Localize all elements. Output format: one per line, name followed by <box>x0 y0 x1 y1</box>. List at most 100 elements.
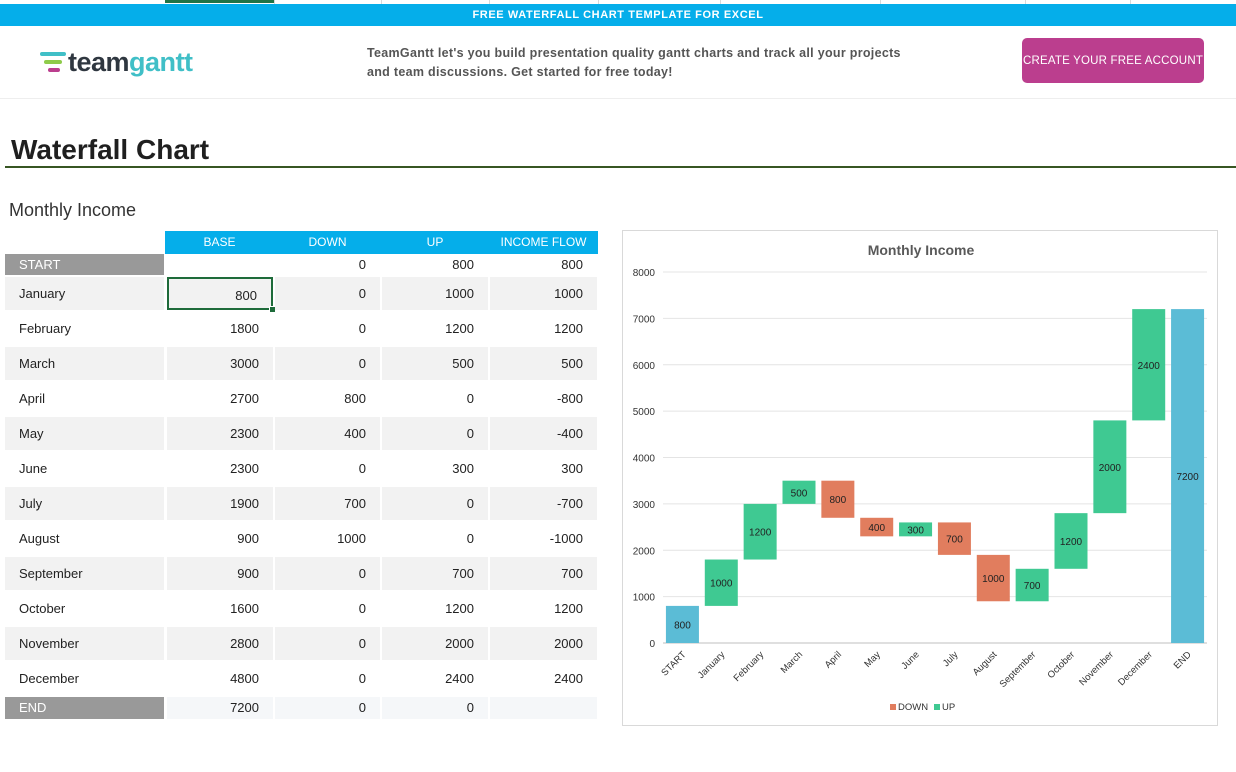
row-label[interactable]: March <box>5 347 164 380</box>
cell-income-flow[interactable]: 1200 <box>554 601 583 616</box>
cell-down[interactable]: 0 <box>275 697 380 719</box>
promo-line-2: and team discussions. Get started for fr… <box>367 65 673 79</box>
logo-bars-icon <box>40 50 66 74</box>
cell-down[interactable]: 400 <box>275 417 380 450</box>
cell-income-flow[interactable]: 300 <box>561 461 583 476</box>
cell-income-flow[interactable]: -700 <box>490 487 597 520</box>
cell-down[interactable]: 800 <box>344 391 366 406</box>
row-label[interactable]: February <box>19 321 72 336</box>
cell-income-flow[interactable]: -1000 <box>549 531 583 546</box>
x-tick-label: END <box>1172 649 1194 671</box>
cell-base[interactable]: 2300 <box>230 461 259 476</box>
cell-up[interactable]: 0 <box>466 391 474 406</box>
column-header-income-flow[interactable]: INCOME FLOW <box>489 231 598 254</box>
cell-down[interactable]: 1000 <box>337 531 366 546</box>
cell-base[interactable]: 1600 <box>230 601 259 616</box>
row-label[interactable]: END <box>5 697 164 719</box>
teamgantt-logo[interactable]: teamgantt <box>40 47 193 77</box>
cell-up[interactable]: 300 <box>452 461 474 476</box>
legend-swatch-down <box>890 704 896 710</box>
row-label[interactable]: July <box>5 487 164 520</box>
cell-down[interactable]: 0 <box>358 257 366 272</box>
cell-down[interactable]: 0 <box>275 627 380 660</box>
chart-canvas: Monthly Income 0 1000 2000 3000 4000 5000 6000 7… <box>633 242 1207 713</box>
x-tick-label: August <box>971 649 1000 678</box>
row-label[interactable]: May <box>5 417 164 450</box>
cell-up[interactable]: 700 <box>382 557 488 590</box>
cell-income-flow[interactable]: 1000 <box>490 277 597 310</box>
row-label[interactable]: September <box>5 557 164 590</box>
cell-up[interactable]: 0 <box>382 417 488 450</box>
cell-base[interactable] <box>167 254 273 275</box>
cell-down[interactable]: 0 <box>358 321 366 336</box>
cell-up[interactable]: 0 <box>382 487 488 520</box>
cell-down[interactable]: 0 <box>358 671 366 686</box>
row-label[interactable]: August <box>19 531 60 546</box>
column-divider <box>880 0 881 4</box>
cell-base[interactable]: 7200 <box>167 697 273 719</box>
x-tick-label: January <box>696 649 728 681</box>
cell-up[interactable]: 1200 <box>445 321 474 336</box>
cell-income-flow[interactable]: 500 <box>490 347 597 380</box>
cell-base[interactable]: 2300 <box>167 417 273 450</box>
cell-income-flow[interactable] <box>490 697 597 719</box>
cell-down[interactable]: 0 <box>275 557 380 590</box>
cell-up[interactable]: 2400 <box>445 671 474 686</box>
cell-income-flow[interactable]: -800 <box>556 391 583 406</box>
logo-wordmark: teamgantt <box>68 47 193 77</box>
top-banner[interactable]: FREE WATERFALL CHART TEMPLATE FOR EXCEL <box>0 4 1236 26</box>
cell-income-flow[interactable]: 2400 <box>554 671 583 686</box>
cell-up[interactable]: 1200 <box>445 601 474 616</box>
cell-up[interactable]: 0 <box>466 531 474 546</box>
cell-base[interactable]: 3000 <box>167 347 273 380</box>
column-header-down[interactable]: DOWN <box>274 231 381 254</box>
row-label[interactable]: January <box>5 277 164 310</box>
column-divider <box>381 0 382 4</box>
cell-down[interactable]: 0 <box>358 601 366 616</box>
cell-base[interactable]: 900 <box>167 557 273 590</box>
cell-base[interactable]: 2800 <box>167 627 273 660</box>
promo-line-1: TeamGantt let's you build presentation q… <box>367 46 901 60</box>
cell-base[interactable]: 800 <box>167 277 273 310</box>
x-tick-label: March <box>779 649 805 675</box>
column-divider <box>1130 0 1131 4</box>
cell-income-flow[interactable]: 700 <box>490 557 597 590</box>
cell-income-flow[interactable]: 2000 <box>490 627 597 660</box>
cell-up[interactable]: 500 <box>382 347 488 380</box>
cell-up[interactable]: 2000 <box>382 627 488 660</box>
y-tick-label: 1000 <box>633 593 656 604</box>
y-tick-label: 6000 <box>633 361 656 372</box>
cell-up[interactable]: 800 <box>452 257 474 272</box>
cell-down[interactable]: 0 <box>275 277 380 310</box>
column-header-up[interactable]: UP <box>381 231 489 254</box>
promo-description: TeamGantt let's you build presentation q… <box>367 44 987 82</box>
cell-income-flow[interactable]: -400 <box>490 417 597 450</box>
waterfall-chart[interactable]: Monthly Income 0 1000 2000 3000 4000 5000 6000 7… <box>622 230 1218 726</box>
x-tick-label: April <box>823 649 844 670</box>
row-label[interactable]: June <box>19 461 48 476</box>
cell-down[interactable]: 700 <box>275 487 380 520</box>
row-label[interactable]: October <box>19 601 66 616</box>
row-label[interactable]: April <box>19 391 46 406</box>
create-account-button[interactable]: CREATE YOUR FREE ACCOUNT <box>1022 38 1204 83</box>
cell-down[interactable]: 0 <box>275 347 380 380</box>
cell-up[interactable]: 0 <box>382 697 488 719</box>
cell-base[interactable]: 1800 <box>230 321 259 336</box>
bar-total <box>1171 309 1205 643</box>
cell-up[interactable]: 1000 <box>382 277 488 310</box>
cell-base[interactable]: 900 <box>237 531 259 546</box>
row-label[interactable]: December <box>19 671 79 686</box>
cell-income-flow[interactable]: 800 <box>561 257 583 272</box>
column-header-base[interactable]: BASE <box>165 231 274 254</box>
row-label[interactable]: START <box>5 254 164 275</box>
cell-base[interactable]: 2700 <box>230 391 259 406</box>
data-label: 1200 <box>749 528 772 539</box>
row-label[interactable]: November <box>5 627 164 660</box>
cell-income-flow[interactable]: 1200 <box>554 321 583 336</box>
cell-base[interactable]: 4800 <box>230 671 259 686</box>
data-label: 1200 <box>1060 537 1083 548</box>
cell-down[interactable]: 0 <box>358 461 366 476</box>
cell-base[interactable]: 1900 <box>167 487 273 520</box>
data-label: 400 <box>868 523 885 534</box>
chart-title: Monthly Income <box>868 242 975 258</box>
